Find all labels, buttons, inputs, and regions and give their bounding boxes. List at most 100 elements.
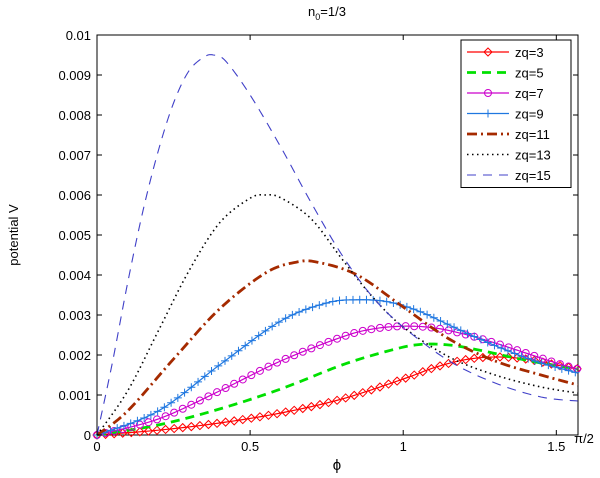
y-tick-label: 0.006 [58, 188, 91, 203]
series-marker-circle [393, 322, 402, 331]
series-marker-diamond [383, 379, 394, 389]
series-marker-plus [557, 364, 566, 373]
series-marker-plus [173, 393, 182, 402]
series-marker-diamond [306, 401, 317, 412]
series-marker-diamond [460, 354, 471, 365]
series-marker-plus [214, 361, 223, 370]
legend-label: zq=11 [515, 127, 550, 142]
series-marker-plus [241, 341, 250, 350]
chart-title-subscript: 0 [315, 12, 320, 22]
x-tick-label: 1 [400, 439, 407, 454]
series-marker-plus [436, 316, 445, 325]
series-marker-circle [187, 400, 196, 409]
series-marker-circle [384, 322, 393, 331]
series-marker-plus [409, 305, 418, 314]
series-marker-plus [450, 323, 459, 332]
series-zq-13 [96, 194, 578, 436]
legend-label: zq=13 [515, 148, 551, 163]
series-marker-plus [281, 314, 290, 323]
series-marker-diamond [246, 413, 257, 423]
series-marker-plus [315, 301, 324, 310]
series-marker-circle [204, 392, 213, 401]
series-marker-circle [221, 384, 230, 393]
series-marker-diamond [409, 370, 419, 380]
series-marker-circle [410, 322, 419, 331]
series-marker-diamond [255, 412, 265, 422]
series-marker-diamond [332, 395, 342, 406]
series-marker-circle [341, 331, 350, 340]
axis-layer: 0 0.5 1 1.5 π/2 0 0.001 0.002 0.003 0.004 0.005 0.0… [58, 28, 593, 454]
series-marker-plus [113, 424, 122, 433]
legend-label: zq=5 [515, 66, 544, 81]
series-marker-diamond [289, 405, 299, 416]
series-marker-diamond [340, 393, 351, 403]
series-line [96, 259, 579, 437]
series-marker-plus [463, 329, 472, 338]
series-marker-diamond [366, 385, 377, 395]
series-marker-plus [274, 318, 283, 327]
legend-item: zq=11 [467, 127, 550, 142]
series-marker-circle [195, 396, 204, 405]
x-tick-label: 1.5 [547, 439, 565, 454]
series-marker-diamond [418, 367, 428, 377]
series-marker-plus [200, 372, 209, 381]
y-tick-label: 0.007 [58, 148, 91, 163]
legend-label: zq=7 [515, 86, 544, 101]
series-marker-diamond [426, 363, 437, 374]
y-tick-label: 0.005 [58, 228, 91, 243]
series-marker-diamond [358, 387, 368, 398]
legend-label: zq=3 [515, 45, 544, 60]
series-marker-plus [295, 307, 304, 316]
series-marker-plus [160, 403, 169, 412]
series-marker-plus [348, 295, 357, 304]
series-marker-plus [497, 344, 506, 353]
y-axis-label: potential V [6, 204, 21, 266]
legend-item: zq=15 [467, 168, 551, 183]
series-marker-circle [555, 360, 564, 369]
series-marker-diamond [486, 352, 497, 362]
series-marker-circle [315, 341, 324, 350]
y-tick-label: 0 [84, 428, 91, 443]
legend-item: zq=5 [467, 66, 544, 81]
series-marker-diamond [375, 382, 385, 392]
series-line [96, 342, 578, 437]
series-marker-circle [298, 347, 307, 356]
x-tick-label: 0 [93, 439, 100, 454]
series-marker-circle [333, 334, 342, 343]
series-marker-circle [264, 362, 273, 371]
y-tick-label: 0.002 [58, 348, 91, 363]
series-marker-diamond [186, 421, 197, 432]
series-marker-circle [290, 351, 299, 360]
series-marker-plus [510, 349, 519, 358]
series-marker-plus [355, 295, 364, 304]
series-marker-plus [308, 303, 317, 312]
series-marker-diamond [280, 407, 291, 417]
series-marker-diamond [160, 424, 171, 435]
series-marker-plus [382, 297, 391, 306]
series-marker-plus [187, 383, 196, 392]
series-marker-plus [106, 426, 115, 435]
x-tick-label: π/2 [574, 431, 594, 446]
series-marker-circle [247, 371, 256, 380]
series-marker-circle [161, 412, 170, 421]
series-marker-plus [146, 410, 155, 419]
series-line [96, 54, 578, 436]
series-layer [92, 54, 582, 440]
series-marker-plus [416, 307, 425, 316]
series-marker-diamond [272, 408, 282, 419]
series-marker-plus [476, 335, 485, 344]
series-marker-diamond [203, 419, 214, 430]
series-marker-plus [551, 363, 560, 372]
series-zq-5 [96, 342, 578, 437]
series-marker-plus [537, 359, 546, 368]
series-marker-circle [538, 354, 547, 363]
series-marker-plus [544, 361, 553, 370]
legend-item: zq=9 [467, 107, 544, 122]
series-marker-plus [443, 320, 452, 329]
y-tick-label: 0.004 [58, 268, 91, 283]
series-marker-plus [564, 366, 573, 375]
series-marker-plus [456, 326, 465, 335]
series-marker-plus [180, 388, 189, 397]
series-marker-plus [484, 109, 492, 118]
series-marker-plus [247, 336, 256, 345]
